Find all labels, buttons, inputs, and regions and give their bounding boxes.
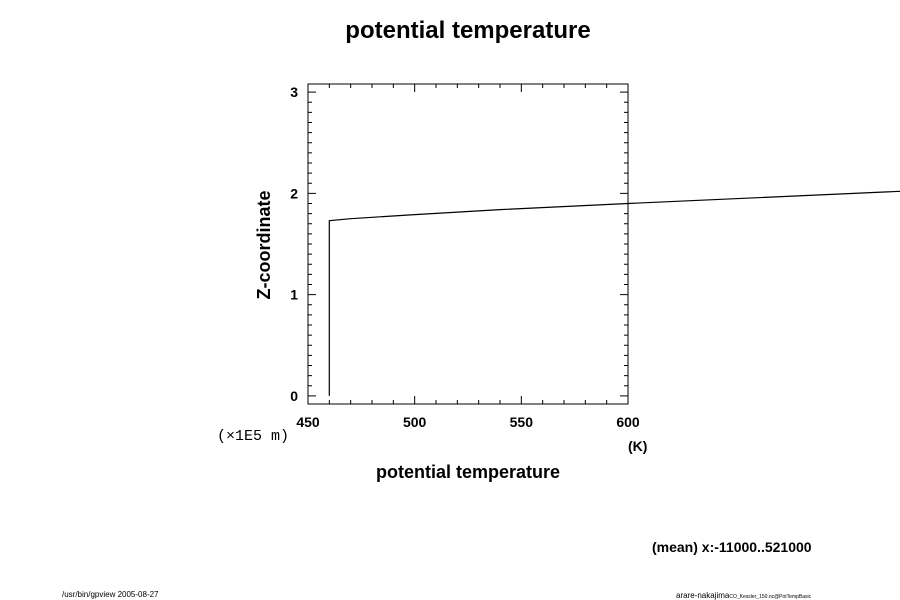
chart-title: potential temperature — [345, 17, 590, 44]
y-tick-label: 3 — [290, 84, 298, 100]
y-tick-label: 1 — [290, 287, 298, 303]
plot-frame — [307, 83, 629, 405]
y-tick-label: 2 — [290, 185, 298, 201]
y-tick-label: 0 — [290, 388, 298, 404]
tick-marks — [307, 84, 629, 404]
y-tick-labels: 0 1 2 3 — [290, 84, 298, 404]
y-axis-unit: (×1E5 m) — [217, 428, 289, 445]
program-info: /usr/bin/gpview 2005-08-27 — [62, 590, 159, 599]
source-info: arare-nakajimaCO_Kessler_150.nc@PotTempB… — [676, 591, 812, 600]
x-tick-label: 450 — [296, 414, 320, 430]
mean-note: (mean) x:-11000..521000 — [652, 539, 812, 555]
series-line — [328, 190, 900, 396]
x-tick-label: 550 — [510, 414, 534, 430]
y-axis-label: Z-coordinate — [254, 190, 274, 299]
x-axis-label: potential temperature — [376, 462, 560, 482]
x-tick-label: 600 — [616, 414, 640, 430]
source-detail: CO_Kessler_150.nc@PotTempBasic — [729, 594, 811, 600]
x-tick-labels: 450 500 550 600 — [296, 414, 640, 430]
source-name: arare-nakajima — [676, 591, 730, 600]
x-tick-label: 500 — [403, 414, 427, 430]
x-axis-unit: (K) — [628, 438, 647, 454]
